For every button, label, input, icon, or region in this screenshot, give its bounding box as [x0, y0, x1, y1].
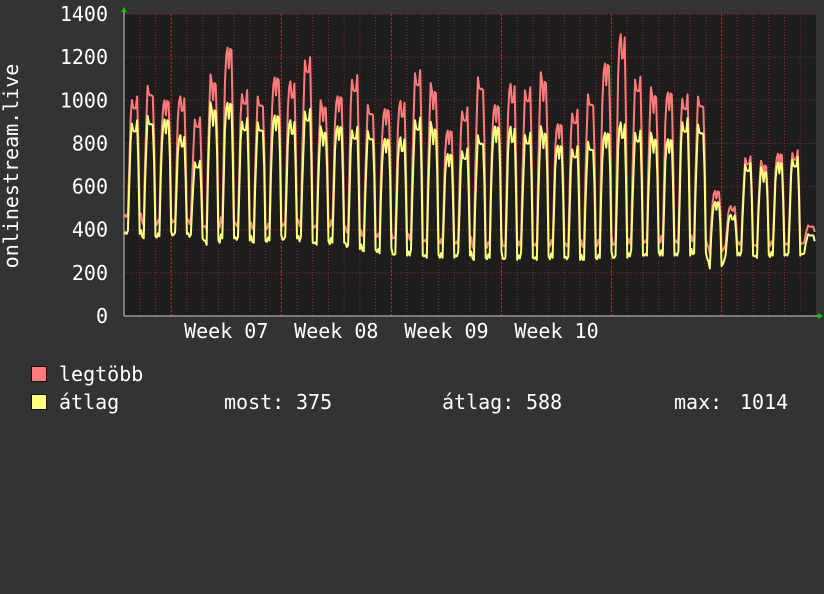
legend-swatch-avg	[31, 394, 47, 410]
series-layer	[123, 33, 816, 270]
y-tick-label: 1400	[60, 2, 108, 26]
y-tick-labels: 0 200 400 600 800 1000 1200 1400	[60, 2, 108, 328]
x-tick-label: Week 09	[404, 319, 488, 343]
y-axis-label: onlinestream.live	[0, 64, 23, 269]
line-chart: 0 200 400 600 800 1000 1200 1400 Week 07 Week 08…	[0, 2, 823, 343]
legend-swatch-max	[31, 366, 47, 382]
graph-panel: 0 200 400 600 800 1000 1200 1400 Week 07 Week 08…	[0, 2, 823, 412]
stat-average-label: átlag:	[442, 390, 515, 414]
legend-label-max: legtöbb	[59, 362, 144, 386]
x-tick-labels: Week 07 Week 08 Week 09 Week 10	[184, 319, 599, 343]
legend-item-avg: átlag most: 375 átlag: 588 max: 1014	[31, 392, 811, 412]
y-tick-label: 400	[72, 218, 108, 242]
y-axis-arrow	[121, 7, 127, 12]
y-tick-label: 600	[72, 175, 108, 199]
x-tick-label: Week 07	[184, 319, 268, 343]
y-tick-label: 0	[96, 304, 108, 328]
y-tick-label: 1000	[60, 88, 108, 112]
stat-max-value: 1014	[740, 390, 789, 414]
stat-current-value: 375	[296, 390, 333, 414]
series-atlag-line	[123, 101, 816, 270]
stat-average-value: 588	[526, 390, 563, 414]
stat-current-label: most:	[224, 390, 285, 414]
y-tick-label: 200	[72, 261, 108, 285]
x-axis-arrow	[818, 313, 823, 319]
x-tick-label: Week 10	[514, 319, 598, 343]
y-tick-label: 800	[72, 131, 108, 155]
stat-max-label: max:	[674, 390, 723, 414]
x-tick-label: Week 08	[294, 319, 378, 343]
y-tick-label: 1200	[60, 45, 108, 69]
legend-label-avg: átlag	[59, 390, 120, 414]
axes	[121, 7, 823, 319]
legend-item-max: legtöbb	[31, 364, 143, 384]
